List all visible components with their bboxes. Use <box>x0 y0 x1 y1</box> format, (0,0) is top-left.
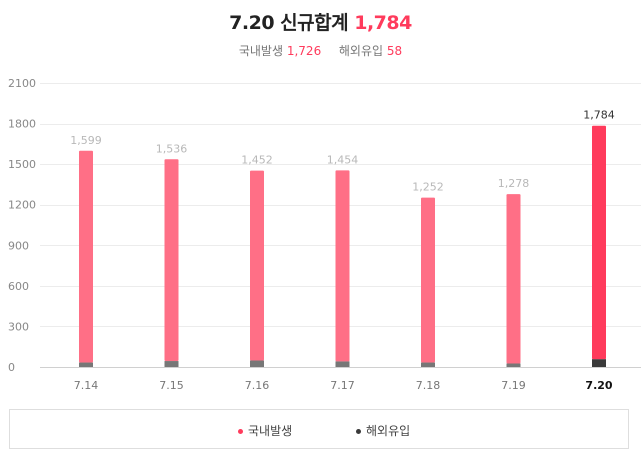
y-tick-label: 0 <box>8 361 15 374</box>
y-tick-label: 300 <box>8 320 29 333</box>
bar-domestic <box>506 194 521 364</box>
bar-domestic <box>79 150 93 363</box>
y-tick-label: 900 <box>8 239 29 252</box>
x-tick-label: 7.15 <box>159 379 184 392</box>
bar-domestic <box>335 170 350 362</box>
page-title: 7.20 신규합계 1,784 <box>0 8 641 35</box>
y-tick-label: 1800 <box>8 118 36 131</box>
legend-label-overseas: 해외유입 <box>366 424 411 438</box>
overseas-label: 해외유입 <box>338 44 384 58</box>
data-label: 1,784 <box>583 109 615 122</box>
x-tick-label: 7.20 <box>585 379 612 392</box>
bar-overseas <box>421 362 435 367</box>
y-tick-label: 1200 <box>8 199 36 212</box>
bar-overseas <box>335 361 350 367</box>
data-label: 1,452 <box>241 154 273 167</box>
data-label: 1,454 <box>327 153 359 166</box>
title-date: 7.20 <box>229 12 275 34</box>
overseas-value: 58 <box>386 44 403 58</box>
y-tick-label: 2100 <box>8 77 36 90</box>
x-tick-label: 7.16 <box>245 379 270 392</box>
bar-overseas <box>164 361 179 367</box>
bar-overseas <box>592 359 606 367</box>
y-tick-label: 1500 <box>8 158 36 171</box>
y-tick-label: 600 <box>8 280 29 293</box>
bar-chart: 0 300 600 900 1200 1500 1800 2100 1,599 7.14 1,536… <box>8 77 641 392</box>
data-label: 1,599 <box>70 134 102 147</box>
domestic-label: 국내발생 <box>238 44 284 58</box>
subtitle: 국내발생 1,726 해외유입 58 <box>0 42 641 59</box>
bar-overseas <box>250 360 264 367</box>
x-tick-label: 7.17 <box>330 379 355 392</box>
legend-dot-overseas <box>356 429 361 434</box>
data-label: 1,278 <box>498 177 530 190</box>
legend-label-domestic: 국내발생 <box>248 424 293 438</box>
x-tick-label: 7.19 <box>501 379 526 392</box>
legend-item-domestic[interactable]: 국내발생 <box>238 422 292 439</box>
bar-domestic <box>250 170 264 361</box>
legend-dot-domestic <box>238 429 243 434</box>
x-tick-label: 7.18 <box>416 379 441 392</box>
title-total: 1,784 <box>354 12 412 34</box>
domestic-value: 1,726 <box>286 44 322 58</box>
data-label: 1,252 <box>412 181 444 194</box>
bar-domestic <box>164 159 179 362</box>
bar-overseas <box>506 363 521 367</box>
bar-overseas <box>79 362 93 367</box>
x-tick-label: 7.14 <box>74 379 99 392</box>
bar-domestic <box>592 125 606 360</box>
chart-header: 7.20 신규합계 1,784 국내발생 1,726 해외유입 58 <box>0 8 641 59</box>
data-label: 1,536 <box>156 142 188 155</box>
bar-domestic <box>421 197 435 363</box>
title-label: 신규합계 <box>280 12 349 34</box>
legend-item-overseas[interactable]: 해외유입 <box>356 422 410 439</box>
legend: 국내발생 해외유입 <box>9 409 629 449</box>
